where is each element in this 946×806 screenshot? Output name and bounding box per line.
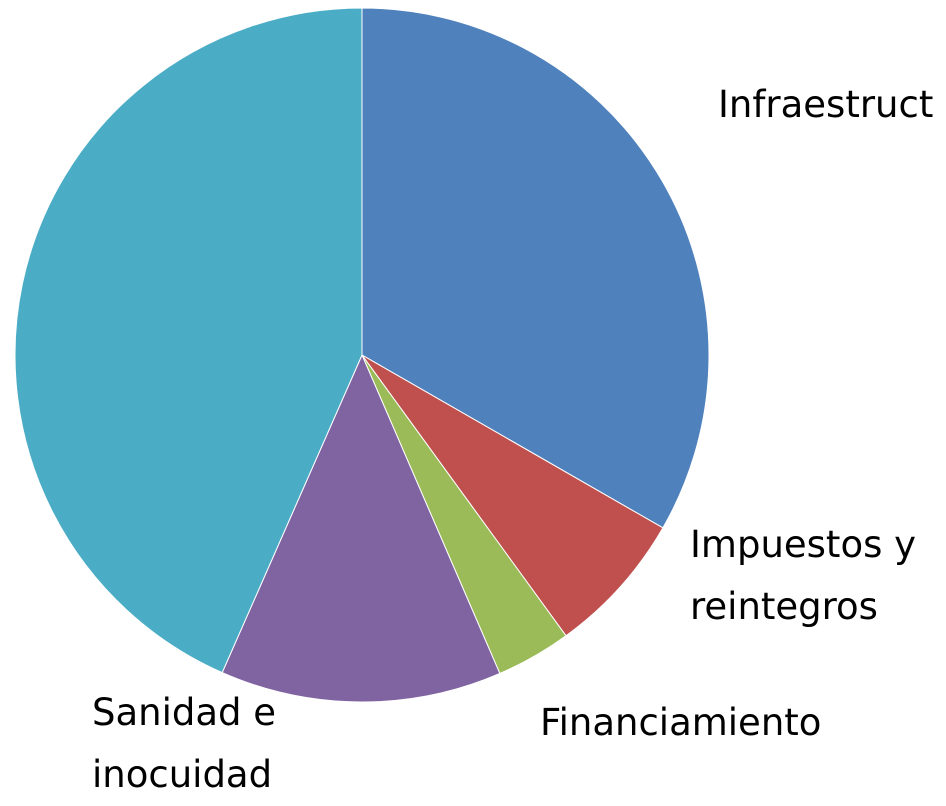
slice-label: Impuestos y reintegros xyxy=(690,523,917,628)
slice-label: Infraestruct xyxy=(718,83,934,126)
pie-slice xyxy=(221,353,501,703)
pie-slice xyxy=(14,7,363,674)
pie-slice xyxy=(361,7,710,529)
slice-label: Financiamiento xyxy=(540,701,822,744)
pie-slice xyxy=(361,354,664,637)
slice-label: Sanidad e inocuidad xyxy=(92,691,277,796)
